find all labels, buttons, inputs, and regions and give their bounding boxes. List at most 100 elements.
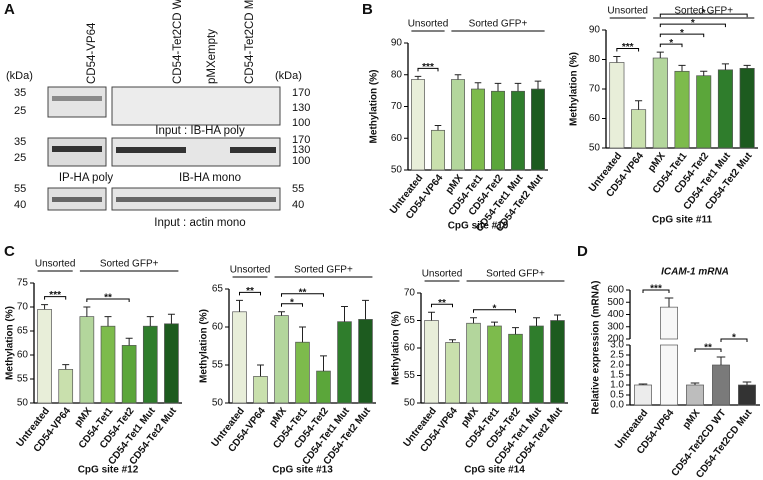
bar — [550, 320, 565, 404]
error-bar — [742, 381, 752, 385]
significance-label: * — [680, 28, 684, 39]
significance-label: *** — [49, 290, 61, 301]
marker: 170 — [292, 134, 310, 146]
y-axis-label: Methylation (%) — [391, 311, 402, 385]
x-tick-label: pMX — [681, 407, 703, 431]
y-tick-label: 2.5 — [610, 350, 624, 361]
error-bar — [146, 316, 154, 327]
y-tick-label: 60 — [17, 350, 29, 361]
y-tick-label: 600 — [607, 285, 624, 296]
y-tick-label: 0.5 — [610, 390, 624, 401]
significance-bracket — [659, 43, 683, 48]
error-bar — [634, 100, 643, 110]
bar — [652, 57, 668, 149]
y-tick-label: 50 — [212, 398, 224, 409]
band — [52, 146, 102, 152]
x-axis-label: CpG site #12 — [78, 465, 139, 476]
marker: 25 — [14, 152, 26, 164]
significance-label: *** — [622, 42, 634, 53]
significance-label: *** — [650, 284, 662, 295]
bar — [631, 109, 647, 149]
y-tick-label: 60 — [589, 113, 601, 124]
y-tick-label: 50 — [404, 398, 416, 409]
group-label: Sorted GFP+ — [469, 19, 528, 30]
bar — [337, 321, 352, 404]
significance-label: * — [732, 333, 736, 344]
bar — [358, 319, 373, 404]
y-tick-label: 1.5 — [610, 370, 624, 381]
y-tick-label: 65 — [17, 326, 29, 337]
bar — [232, 311, 247, 404]
significance-bracket — [659, 13, 748, 18]
bar — [739, 67, 755, 149]
significance-bracket — [44, 296, 67, 300]
error-bar — [533, 317, 540, 326]
error-bar — [62, 364, 70, 370]
y-tick-label: 200 — [607, 334, 624, 345]
marker: 35 — [14, 87, 26, 99]
blot-caption: IB-HA mono — [179, 172, 241, 184]
y-tick-label: 50 — [589, 143, 601, 154]
error-bar — [494, 82, 502, 92]
marker: 170 — [292, 87, 310, 99]
blot-caption: IP-HA poly — [59, 172, 114, 184]
blot-strip — [47, 86, 107, 118]
significance-bracket — [281, 303, 303, 307]
significance-label: *** — [422, 62, 434, 73]
y-axis-label: Methylation (%) — [199, 309, 210, 383]
y-tick-label: 70 — [17, 302, 29, 313]
y-tick-label: 2.0 — [610, 360, 624, 371]
panel-label: A — [4, 1, 15, 18]
significance-label: * — [493, 303, 497, 314]
bar — [316, 370, 331, 404]
error-bar — [454, 74, 462, 80]
significance-bracket — [431, 303, 453, 308]
significance-label: ** — [246, 286, 254, 297]
bar — [660, 306, 678, 340]
y-axis-label: Methylation (%) — [569, 52, 580, 126]
y-tick-label: 3.0 — [610, 340, 624, 351]
error-bar — [491, 321, 498, 326]
marker: 130 — [292, 144, 310, 156]
x-axis-label: CpG site #11 — [652, 215, 712, 226]
significance-label: ** — [704, 343, 712, 354]
error-bar — [512, 327, 519, 335]
error-bar — [514, 82, 522, 92]
error-bar — [104, 316, 112, 327]
error-bar — [554, 314, 561, 321]
marker: 25 — [14, 105, 26, 117]
bar — [142, 325, 158, 404]
panel-label: D — [577, 243, 588, 260]
error-bar — [41, 304, 49, 310]
lane-label: CD54-VP64 — [86, 22, 98, 84]
y-tick-label: 300 — [607, 321, 624, 332]
bar — [431, 129, 445, 171]
significance-bracket — [642, 289, 670, 293]
y-tick-label: 60 — [391, 133, 403, 144]
y-tick-label: 70 — [404, 288, 416, 299]
y-tick-label: 0.0 — [610, 400, 624, 411]
group-label: Unsorted — [607, 6, 648, 17]
marker: 55 — [14, 183, 26, 195]
significance-label: * — [290, 297, 294, 308]
error-bar — [613, 56, 621, 63]
error-bar — [664, 297, 674, 308]
marker: 35 — [14, 136, 26, 148]
band — [52, 96, 102, 101]
bar — [100, 325, 116, 404]
error-bar — [236, 299, 243, 312]
group-label: Sorted GFP+ — [100, 259, 159, 270]
marker: 100 — [292, 155, 310, 167]
y-axis-label: Methylation (%) — [369, 70, 380, 144]
bar — [58, 369, 74, 404]
significance-bracket — [239, 291, 261, 296]
error-bar — [341, 305, 348, 322]
error-bar — [414, 75, 422, 80]
error-bar — [700, 70, 708, 76]
significance-label: ** — [299, 287, 307, 298]
significance-bracket — [720, 338, 748, 342]
